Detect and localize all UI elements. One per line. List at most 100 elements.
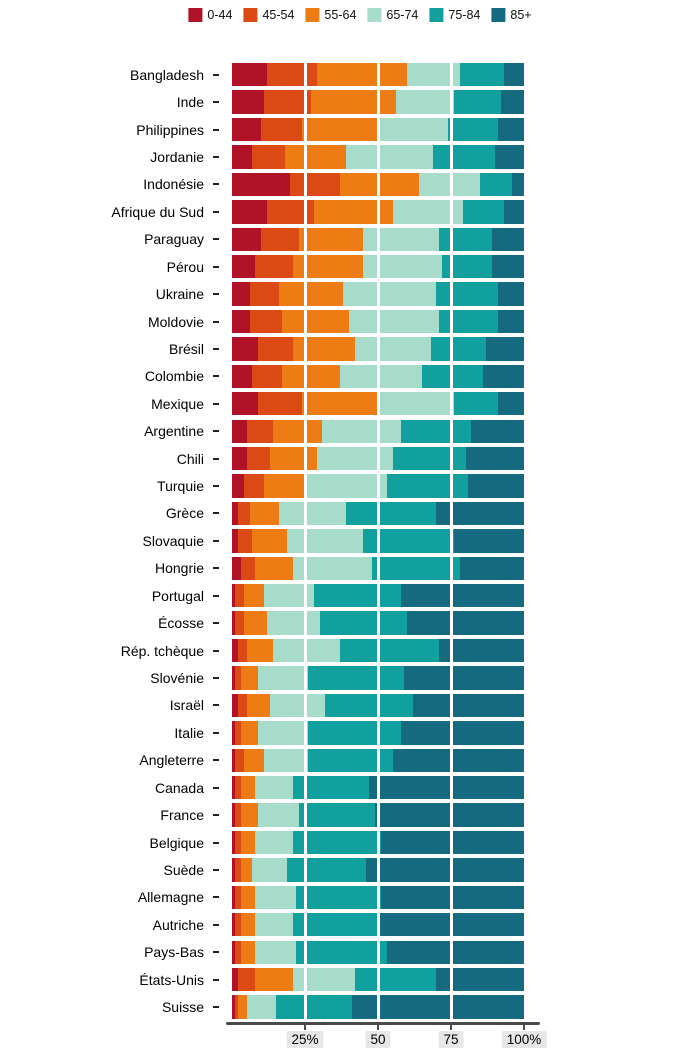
country-label: Slovénie bbox=[150, 669, 204, 686]
y-axis-tick bbox=[213, 457, 219, 460]
country-label: Hongrie bbox=[154, 560, 204, 577]
country-label: Italie bbox=[174, 724, 204, 741]
legend-label: 75-84 bbox=[448, 8, 481, 22]
bar-segment bbox=[401, 419, 472, 443]
bar-row: Indonésie bbox=[0, 171, 700, 198]
y-axis-tick bbox=[213, 210, 219, 213]
bar-segment bbox=[307, 666, 405, 690]
bar-row: Suède bbox=[0, 856, 700, 883]
bar-row: Autriche bbox=[0, 911, 700, 938]
bar-segment bbox=[264, 748, 308, 772]
bar-segment bbox=[319, 611, 408, 635]
stacked-bar bbox=[232, 913, 524, 937]
country-label: Pérou bbox=[166, 258, 204, 275]
bar-segment bbox=[234, 584, 244, 608]
y-axis-tick bbox=[213, 155, 219, 158]
y-axis-tick bbox=[213, 759, 219, 762]
bar-segment bbox=[293, 775, 370, 800]
bar-segment bbox=[302, 117, 378, 142]
bar-segment bbox=[264, 584, 314, 608]
bar-row: Argentine bbox=[0, 417, 700, 444]
bar-segment bbox=[255, 254, 294, 279]
bar-segment bbox=[439, 309, 498, 334]
stacked-bar bbox=[232, 638, 524, 663]
bar-segment bbox=[284, 145, 346, 169]
bar-row: Chili bbox=[0, 445, 700, 472]
bar-segment bbox=[363, 529, 454, 553]
y-axis-tick bbox=[213, 923, 219, 926]
stacked-bar bbox=[232, 227, 524, 251]
bar-segment bbox=[453, 392, 498, 416]
legend-item: 75-84 bbox=[429, 8, 480, 22]
bar-segment bbox=[255, 885, 297, 910]
bar-segment bbox=[234, 775, 241, 800]
bar-segment bbox=[497, 117, 524, 142]
country-label: Pays-Bas bbox=[144, 944, 204, 961]
y-axis-tick bbox=[213, 485, 219, 488]
stacked-bar bbox=[232, 337, 524, 361]
bar-segment bbox=[316, 63, 408, 87]
stacked-bar bbox=[232, 474, 524, 498]
bar-segment bbox=[340, 638, 440, 663]
bar-segment bbox=[255, 775, 294, 800]
bar-segment bbox=[483, 364, 524, 389]
bar-segment bbox=[234, 995, 238, 1019]
bar-segment bbox=[261, 227, 300, 251]
bar-segment bbox=[232, 803, 235, 827]
bar-segment bbox=[512, 172, 524, 197]
bar-segment bbox=[290, 172, 341, 197]
bar-segment bbox=[240, 775, 256, 800]
bar-segment bbox=[436, 967, 524, 992]
y-axis-tick bbox=[213, 430, 219, 433]
bar-row: Belgique bbox=[0, 829, 700, 856]
y-axis-tick bbox=[213, 814, 219, 817]
bar-segment bbox=[377, 392, 454, 416]
bar-segment bbox=[249, 501, 279, 526]
bar-segment bbox=[485, 337, 524, 361]
stacked-bar bbox=[232, 117, 524, 142]
bar-row: Jordanie bbox=[0, 143, 700, 170]
x-axis-label: 75 bbox=[438, 1031, 464, 1048]
bar-segment bbox=[433, 145, 495, 169]
bar-row: Pérou bbox=[0, 253, 700, 280]
gridline bbox=[376, 61, 380, 1022]
country-label: Écosse bbox=[158, 615, 204, 632]
bar-row: Paraguay bbox=[0, 226, 700, 253]
bar-segment bbox=[267, 63, 317, 87]
bar-segment bbox=[232, 172, 291, 197]
bar-segment bbox=[240, 803, 259, 827]
y-axis-tick bbox=[213, 183, 219, 186]
bar-segment bbox=[293, 556, 373, 580]
bar-row: Écosse bbox=[0, 609, 700, 636]
bar-segment bbox=[240, 721, 259, 745]
bar-row: Slovaquie bbox=[0, 527, 700, 554]
bar-segment bbox=[232, 501, 238, 526]
bar-segment bbox=[453, 90, 501, 114]
bar-segment bbox=[252, 529, 288, 553]
y-axis-tick bbox=[213, 622, 219, 625]
bar-segment bbox=[232, 913, 235, 937]
y-axis-tick bbox=[213, 402, 219, 405]
bar-segment bbox=[232, 446, 247, 471]
stacked-bar bbox=[232, 419, 524, 443]
stacked-bar bbox=[232, 775, 524, 800]
bar-segment bbox=[232, 309, 250, 334]
legend-item: 65-74 bbox=[367, 8, 418, 22]
legend-label: 85+ bbox=[510, 8, 532, 22]
bar-segment bbox=[497, 392, 524, 416]
bar-segment bbox=[363, 254, 443, 279]
bar-segment bbox=[252, 145, 285, 169]
bar-segment bbox=[261, 117, 303, 142]
bar-segment bbox=[459, 63, 504, 87]
bar-segment bbox=[439, 227, 492, 251]
country-label: Mexique bbox=[151, 395, 204, 412]
bar-segment bbox=[377, 117, 449, 142]
bar-segment bbox=[316, 446, 393, 471]
bar-segment bbox=[243, 748, 265, 772]
bar-segment bbox=[243, 584, 265, 608]
legend-item: 85+ bbox=[491, 8, 532, 22]
bar-segment bbox=[237, 995, 247, 1019]
legend-label: 55-64 bbox=[324, 8, 357, 22]
stacked-bar bbox=[232, 803, 524, 827]
bar-segment bbox=[302, 392, 378, 416]
